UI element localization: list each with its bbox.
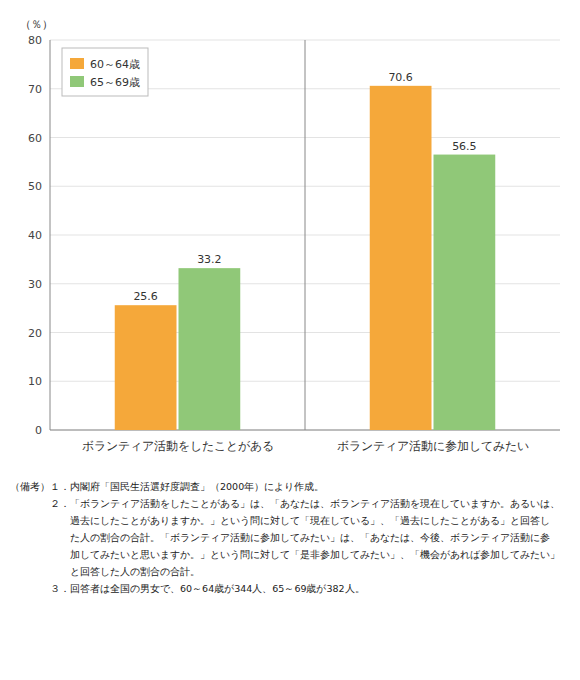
bar (370, 86, 432, 430)
note-line: と回答した人の割合の合計。 (10, 566, 200, 577)
legend-label: 65～69歳 (90, 76, 140, 89)
legend-swatch (70, 58, 84, 69)
note-line: 過去にしたことがありますか。」という問に対して「現在している」、「過去にしたこと… (10, 515, 550, 526)
y-tick-label: 50 (28, 180, 42, 193)
data-labels: 25.6 70.6 33.2 56.5 (133, 71, 476, 303)
note-line: 加してみたいと思いますか。」という問に対して「是非参加してみたい」、「機会があれ… (10, 549, 560, 560)
x-tick-label: ボランティア活動をしたことがある (82, 439, 274, 453)
y-tick-label: 0 (35, 424, 42, 437)
legend-swatch (70, 76, 84, 87)
legend-label: 60～64歳 (90, 58, 140, 71)
notes: （備考）１．内閣府「国民生活選好度調査」（2000年）により作成。 ２．「ボラン… (10, 481, 560, 594)
y-tick-label: 40 (28, 229, 42, 242)
y-tick-label: 60 (28, 132, 42, 145)
note-line: （備考）１．内閣府「国民生活選好度調査」（2000年）により作成。 (10, 481, 324, 492)
y-axis: 0 10 20 30 40 50 60 70 80 (28, 34, 560, 437)
chart: 0 10 20 30 40 50 60 70 80 （％） 25.6 70.6 33.2 56.5 ボランテ… (0, 0, 580, 680)
note-line: た人の割合の合計。「ボランティア活動に参加してみたい」は、「あなたは、今後、ボラ… (10, 532, 550, 543)
bar (179, 268, 241, 430)
x-tick-label: ボランティア活動に参加してみたい (337, 439, 529, 453)
note-line: ２．「ボランティア活動をしたことがある」は、「あなたは、ボランティア活動を現在し… (10, 498, 560, 509)
y-tick-label: 30 (28, 278, 42, 291)
y-axis-label: （％） (20, 18, 53, 31)
data-label: 25.6 (133, 290, 158, 303)
bar (434, 155, 496, 430)
note-line: ３．回答者は全国の男女で、60～64歳が344人、65～69歳が382人。 (10, 583, 365, 594)
y-axis-line (50, 40, 51, 430)
y-tick-label: 20 (28, 327, 42, 340)
legend: 60～64歳 65～69歳 (62, 48, 148, 96)
y-tick-label: 70 (28, 83, 42, 96)
group-separator (305, 40, 306, 430)
legend-box (62, 48, 148, 96)
data-label: 56.5 (452, 140, 477, 153)
bar (115, 305, 177, 430)
y-tick-label: 10 (28, 375, 42, 388)
data-label: 70.6 (388, 71, 413, 84)
y-tick-label: 80 (28, 34, 42, 47)
bars (115, 86, 496, 430)
data-label: 33.2 (197, 253, 222, 266)
